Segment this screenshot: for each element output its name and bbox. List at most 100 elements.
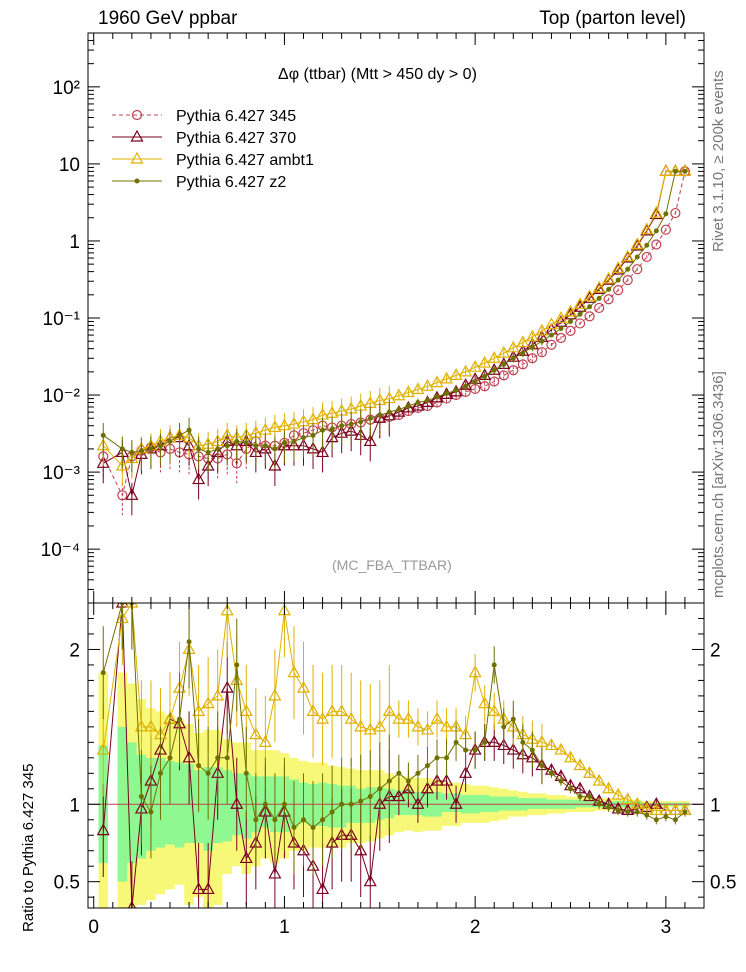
ratio-2-point	[320, 817, 326, 823]
main-0-point	[651, 239, 662, 250]
main-1-point	[440, 387, 454, 399]
ratio-1-point	[544, 738, 558, 751]
main-1-point	[583, 291, 597, 303]
ratio-2-point	[301, 817, 307, 823]
main-0-point	[632, 264, 643, 275]
main-2-point	[630, 237, 644, 250]
y-tick-label: 1	[69, 232, 80, 253]
legend-label: Pythia 6.427 345	[176, 108, 296, 125]
main-3-point	[186, 427, 192, 433]
ratio-2-point	[186, 639, 192, 645]
ratio-1-point	[563, 750, 578, 763]
main-2-point	[287, 416, 301, 429]
ratio-1-point	[440, 719, 454, 732]
ratio-0-point	[268, 866, 282, 879]
ratio-0-point	[354, 843, 368, 856]
main-1-point	[649, 207, 663, 220]
main-3-point	[367, 415, 373, 421]
ratio-2-point	[625, 809, 631, 815]
main-1-series	[96, 164, 692, 516]
side-label-mcplots: mcplots.cern.ch [arXiv:1306.3436]	[710, 371, 727, 598]
main-3-point	[453, 387, 459, 393]
main-3-point	[587, 304, 593, 310]
ratio-1-point	[258, 735, 272, 747]
ratio-0-point	[411, 797, 425, 809]
main-3-point	[281, 440, 287, 446]
ratio-2-point	[663, 814, 669, 820]
ratio-1-point	[392, 711, 406, 724]
main-3-point	[634, 254, 640, 260]
main-2-point	[115, 458, 129, 471]
main-0-point	[536, 347, 547, 358]
ratio-2-point	[310, 824, 316, 830]
ratio-2-point	[329, 809, 335, 815]
ratio-2-point	[510, 716, 516, 722]
main-2-point	[602, 271, 616, 284]
ratio-1-point	[668, 803, 682, 816]
ratio-0-point	[239, 851, 253, 864]
y-tick-label: 10²	[53, 78, 80, 99]
ratio-2-point	[577, 794, 583, 800]
ratio-y-tick-label: 2	[69, 640, 80, 661]
main-3-point	[615, 277, 621, 283]
ratio-1-point	[573, 758, 587, 771]
main-3-point	[529, 344, 535, 350]
analysis-id: (MC_FBA_TTBAR)	[332, 557, 452, 573]
ratio-2-point	[548, 770, 554, 776]
main-2-point	[592, 280, 606, 293]
side-label-rivet: Rivet 3.1.10, ≥ 200k events	[710, 70, 727, 252]
main-3-point	[234, 438, 240, 444]
ratio-2-point	[434, 755, 440, 761]
y-tick-label: 10⁻³	[43, 463, 81, 484]
main-3-point	[129, 449, 135, 455]
main-3-point	[148, 446, 154, 452]
ratio-1-point	[335, 704, 349, 716]
x-tick-label: 1	[279, 917, 290, 938]
ratio-1-point	[478, 696, 492, 709]
main-2-point	[678, 164, 692, 176]
main-3-point	[215, 446, 221, 452]
legend-label: Pythia 6.427 370	[176, 130, 296, 147]
legend-marker	[131, 109, 143, 121]
ratio-0-point	[127, 900, 136, 908]
x-tick-label: 3	[661, 917, 672, 938]
main-3-point	[377, 412, 383, 418]
main-1-point	[268, 458, 282, 471]
ratio-2-point	[606, 804, 612, 810]
main-0-point	[574, 318, 586, 329]
ratio-0-point	[449, 797, 463, 809]
ratio-1-point	[373, 719, 387, 732]
main-2-point	[554, 311, 568, 323]
ratio-0-point	[316, 882, 330, 895]
ratio-y-tick-label: 0.5	[54, 873, 80, 894]
main-2-point	[583, 289, 597, 302]
ratio-1-point	[96, 742, 110, 755]
main-3-point	[386, 409, 392, 415]
main-3-point	[510, 355, 516, 361]
main-3-point	[568, 319, 574, 325]
ratio-y-axis-label: Ratio to Pythia 6.427 345	[20, 763, 37, 932]
main-1-point	[316, 445, 330, 458]
main-2-point	[268, 420, 282, 433]
main-0-point	[117, 490, 128, 501]
legend-label: Pythia 6.427 ambt1	[176, 152, 314, 169]
main-2-point	[516, 335, 530, 348]
ratio-1-point	[316, 711, 330, 724]
main-0-line	[102, 171, 686, 497]
main-3-point	[329, 426, 335, 432]
main-3-point	[262, 443, 268, 449]
main-2-point	[401, 385, 415, 398]
main-1-point	[411, 398, 425, 411]
main-2-point	[440, 371, 454, 384]
ratio-1-point	[363, 722, 377, 735]
ratio-1-point	[554, 742, 568, 755]
main-3-point	[463, 383, 469, 389]
ratio-2-point	[253, 817, 259, 823]
ratio-2-point	[243, 770, 249, 776]
main-3-point	[405, 403, 411, 409]
ratio-1-point	[468, 665, 482, 678]
main-3-point	[396, 406, 402, 412]
ratio-1-point	[420, 722, 434, 735]
main-0-point	[498, 370, 509, 381]
ratio-1-point	[296, 680, 311, 693]
